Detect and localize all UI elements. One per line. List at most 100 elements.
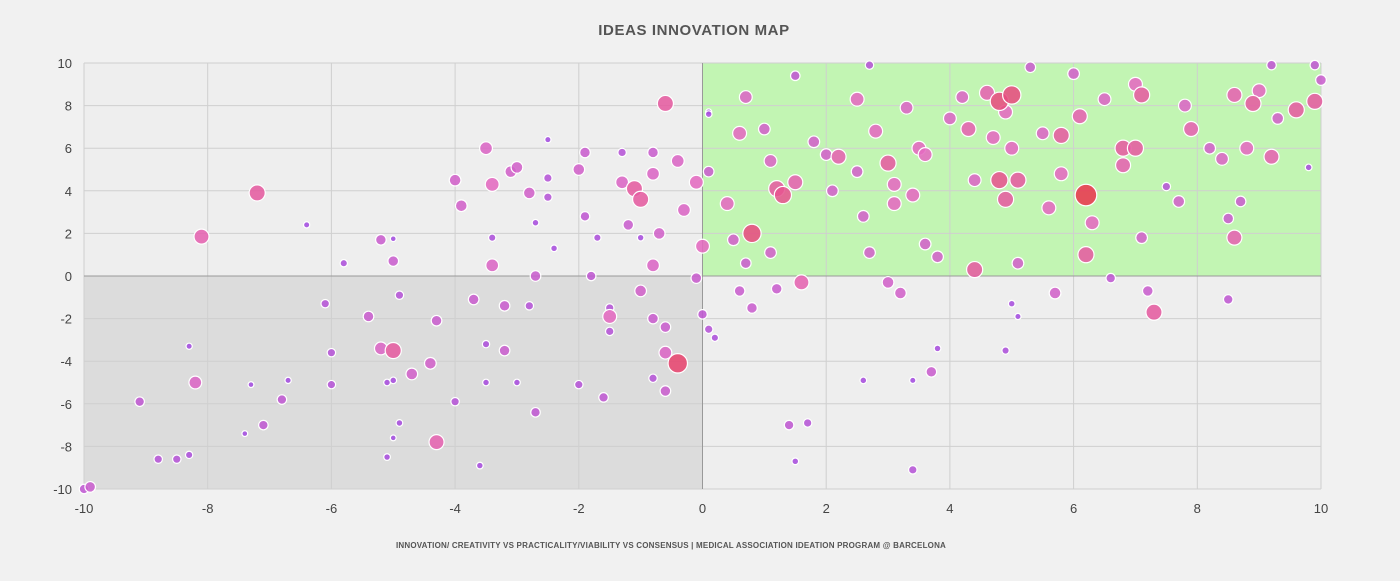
data-point bbox=[383, 453, 391, 461]
data-point bbox=[909, 376, 917, 385]
data-point bbox=[405, 367, 419, 381]
data-point bbox=[1306, 92, 1324, 110]
data-point bbox=[881, 275, 895, 289]
data-point bbox=[746, 302, 758, 314]
data-point bbox=[188, 375, 203, 390]
data-point bbox=[955, 90, 970, 105]
data-point bbox=[710, 333, 720, 343]
x-tick-label: -4 bbox=[449, 501, 461, 516]
data-point bbox=[544, 135, 552, 144]
data-point bbox=[789, 70, 801, 82]
x-tick-label: 8 bbox=[1194, 501, 1201, 516]
y-tick-label: 4 bbox=[65, 184, 72, 199]
data-point bbox=[859, 376, 868, 385]
data-point bbox=[646, 166, 661, 181]
data-point bbox=[931, 250, 944, 264]
data-point bbox=[636, 233, 645, 242]
data-point bbox=[652, 226, 666, 240]
data-point bbox=[1007, 299, 1016, 308]
data-point bbox=[1001, 85, 1022, 105]
y-tick-label: 0 bbox=[65, 269, 72, 284]
data-point bbox=[1141, 285, 1154, 297]
data-point bbox=[543, 173, 553, 183]
data-point bbox=[467, 293, 480, 306]
data-point bbox=[648, 373, 658, 384]
data-point bbox=[622, 218, 635, 231]
data-point bbox=[703, 324, 714, 335]
data-point bbox=[990, 170, 1009, 190]
data-point bbox=[475, 461, 484, 470]
data-point bbox=[856, 209, 870, 223]
data-point bbox=[688, 174, 704, 190]
data-point bbox=[389, 235, 397, 243]
data-point bbox=[773, 185, 793, 205]
data-point bbox=[907, 465, 918, 475]
data-point bbox=[593, 233, 602, 242]
data-point bbox=[326, 347, 337, 358]
data-point bbox=[933, 344, 942, 353]
data-point bbox=[1222, 212, 1235, 225]
data-point bbox=[448, 173, 462, 187]
data-point bbox=[783, 419, 795, 431]
data-point bbox=[893, 286, 907, 300]
data-point bbox=[573, 379, 584, 390]
data-point bbox=[1084, 215, 1100, 231]
data-point bbox=[1004, 140, 1020, 156]
data-point bbox=[1266, 59, 1277, 71]
data-point bbox=[479, 141, 494, 156]
x-tick-label: -10 bbox=[75, 501, 94, 516]
data-point bbox=[942, 111, 957, 126]
data-point bbox=[676, 202, 691, 217]
data-point bbox=[579, 146, 591, 159]
data-point bbox=[1226, 229, 1243, 246]
data-point bbox=[886, 196, 902, 212]
data-point bbox=[1215, 151, 1230, 166]
x-tick-label: -2 bbox=[573, 501, 585, 516]
data-point bbox=[1145, 303, 1163, 321]
data-point bbox=[585, 270, 597, 282]
data-point bbox=[732, 125, 748, 141]
data-point bbox=[185, 342, 193, 350]
data-point bbox=[1114, 157, 1132, 174]
data-point bbox=[1222, 294, 1234, 305]
quadrant-top-left bbox=[84, 63, 703, 276]
data-point bbox=[530, 406, 541, 418]
data-point bbox=[659, 321, 672, 334]
data-point bbox=[387, 255, 400, 267]
data-point bbox=[248, 184, 266, 202]
data-point bbox=[339, 258, 349, 268]
y-tick-label: 6 bbox=[65, 141, 72, 156]
data-point bbox=[498, 344, 511, 357]
data-point bbox=[362, 310, 375, 323]
data-point bbox=[1183, 120, 1200, 138]
data-point bbox=[690, 272, 703, 285]
y-tick-label: 8 bbox=[65, 99, 72, 114]
data-point bbox=[1009, 171, 1027, 189]
data-point bbox=[326, 379, 337, 390]
data-point bbox=[830, 148, 847, 165]
data-point bbox=[1239, 140, 1255, 156]
data-point bbox=[849, 91, 865, 107]
data-point bbox=[658, 345, 673, 360]
data-point bbox=[374, 233, 387, 246]
data-point bbox=[84, 480, 97, 493]
data-point bbox=[1263, 148, 1280, 165]
data-point bbox=[531, 218, 540, 227]
y-tick-label: -8 bbox=[60, 439, 72, 454]
data-point bbox=[1067, 67, 1081, 81]
data-point bbox=[1071, 108, 1088, 125]
data-point bbox=[1126, 139, 1145, 157]
chart-title: IDEAS INNOVATION MAP bbox=[598, 22, 790, 39]
data-point bbox=[1203, 141, 1217, 155]
data-point bbox=[819, 148, 833, 162]
data-point bbox=[996, 190, 1015, 208]
data-point bbox=[917, 147, 933, 163]
x-tick-label: 0 bbox=[699, 501, 706, 516]
quadrant-bottom-right bbox=[702, 276, 1321, 489]
data-point bbox=[1041, 200, 1057, 216]
data-point bbox=[863, 246, 876, 260]
data-point bbox=[1001, 346, 1010, 355]
data-point bbox=[899, 100, 914, 115]
data-point bbox=[802, 418, 813, 428]
data-point bbox=[965, 260, 984, 279]
